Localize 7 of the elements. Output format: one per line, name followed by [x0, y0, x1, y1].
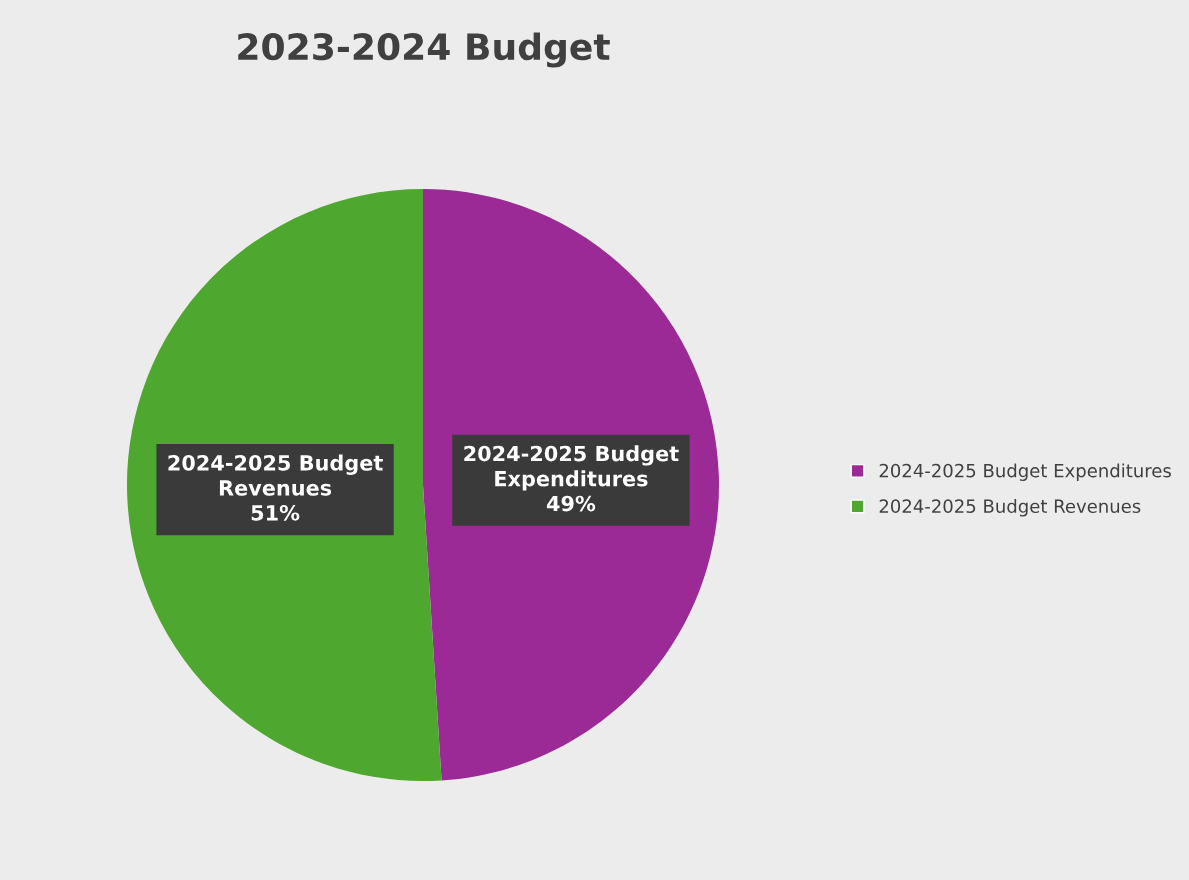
slice-label: 2024-2025 Budget Revenues — [168, 454, 383, 496]
data-label: 51% — [251, 504, 300, 521]
legend-label: 2024-2025 Budget Expenditures — [879, 463, 1171, 481]
slice-label: 2024-2025 Budget Expenditures — [464, 445, 679, 491]
chart-title: 2023-2024 Budget — [238, 32, 610, 68]
legend-label: 2024-2025 Budget Revenues — [879, 499, 1141, 517]
data-label: 49% — [546, 495, 596, 512]
